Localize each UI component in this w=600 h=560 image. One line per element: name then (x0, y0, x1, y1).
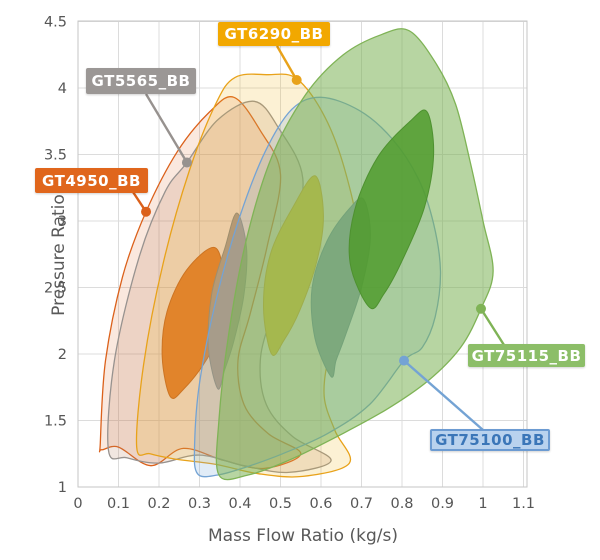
y-tick-label: 2.5 (44, 281, 67, 297)
series-label-gt75100-bb: GT75100_BB (430, 429, 550, 451)
x-tick-label: 0.7 (350, 496, 373, 512)
plot-border (77, 20, 528, 488)
callout-line-GT6290_BB (275, 45, 298, 81)
y-tick-label: 2 (58, 347, 67, 363)
callout-dot-GT4950_BB (141, 206, 152, 217)
x-tick-label: 0.1 (107, 496, 130, 512)
region-island-GT75115_BB (348, 109, 435, 310)
y-tick-label: 1 (58, 480, 67, 496)
callout-dot-GT75115_BB (475, 303, 486, 314)
x-tick-label: 0.4 (228, 496, 251, 512)
x-tick-label: 0.5 (269, 496, 292, 512)
y-tick-label: 4.5 (44, 15, 67, 31)
callout-line-GT75100_BB (403, 359, 484, 431)
callout-dot-GT5565_BB (181, 157, 192, 168)
series-label-gt4950-bb: GT4950_BB (35, 168, 148, 193)
x-tick-label: 0.9 (431, 496, 454, 512)
callout-line-GT75115_BB (479, 308, 506, 346)
callout-dot-GT75100_BB (399, 355, 410, 366)
x-tick-label: 0.2 (147, 496, 170, 512)
x-tick-label: 0.6 (309, 496, 332, 512)
x-tick-label: 0 (73, 496, 82, 512)
x-tick-label: 1 (478, 496, 487, 512)
callout-line-GT5565_BB (144, 93, 188, 164)
y-tick-label: 3.5 (44, 148, 67, 164)
x-axis-title: Mass Flow Ratio (kg/s) (208, 526, 398, 546)
y-tick-label: 1.5 (44, 414, 67, 430)
series-label-gt5565-bb: GT5565_BB (86, 68, 196, 94)
x-tick-label: 1.1 (512, 496, 535, 512)
callout-dot-GT6290_BB (291, 75, 302, 86)
y-tick-label: 4 (58, 81, 67, 97)
series-label-gt6290-bb: GT6290_BB (218, 22, 330, 46)
x-tick-label: 0.3 (188, 496, 211, 512)
x-tick-label: 0.8 (390, 496, 413, 512)
series-label-gt75115-bb: GT75115_BB (468, 344, 585, 367)
y-tick-label: 3 (58, 214, 67, 230)
